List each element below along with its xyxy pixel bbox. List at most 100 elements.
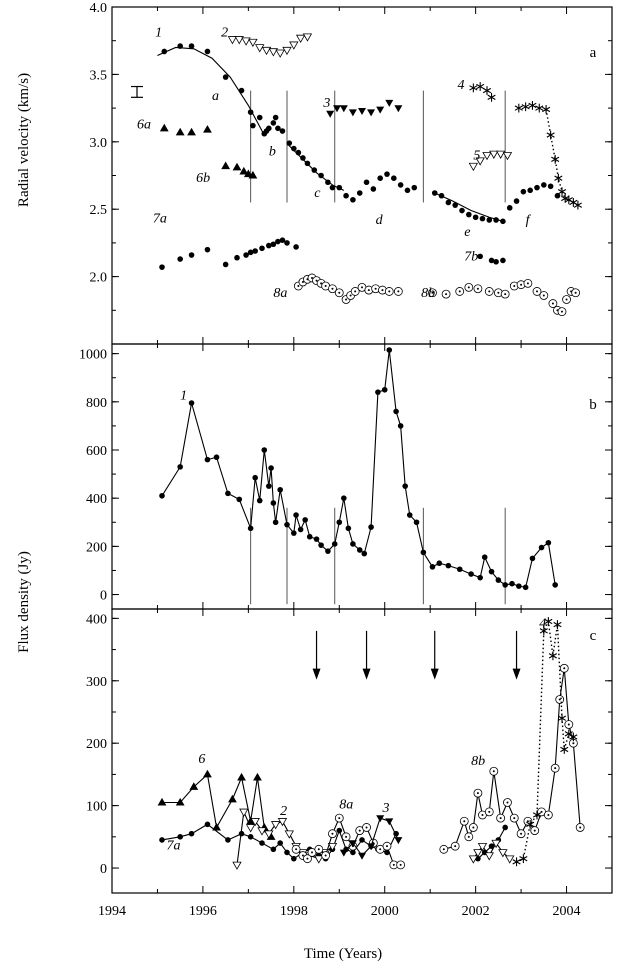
- data-point: [571, 288, 581, 298]
- data-point: [325, 548, 331, 554]
- data-point: [529, 555, 536, 562]
- data-point: [188, 400, 195, 406]
- data-point: [560, 745, 569, 754]
- data-point: [370, 186, 377, 192]
- data-point: [289, 41, 299, 50]
- marker-center: [331, 832, 334, 835]
- marker-center: [345, 835, 348, 838]
- marker-center: [526, 282, 529, 285]
- data-point: [472, 214, 479, 221]
- series-label: 4: [539, 617, 546, 632]
- data-point: [275, 238, 281, 245]
- asterisk-stroke: [528, 102, 537, 109]
- data-point: [321, 851, 331, 860]
- data-point: [259, 840, 265, 846]
- data-point: [159, 123, 169, 132]
- data-point: [204, 456, 211, 463]
- data-point: [385, 99, 394, 107]
- data-point: [441, 289, 451, 299]
- series-label: 1: [180, 388, 187, 403]
- marker-center: [297, 285, 300, 288]
- data-point: [302, 33, 313, 42]
- data-point: [557, 713, 567, 723]
- data-point: [545, 539, 552, 546]
- data-point: [247, 834, 254, 840]
- marker-center: [536, 290, 538, 293]
- data-point: [250, 818, 260, 827]
- data-point: [375, 844, 385, 854]
- data-point: [428, 288, 437, 298]
- data-point: [222, 74, 229, 80]
- panel-c: 0 100 200 300 400 1994 1996 1998 2000 2002 2004 6 7a…: [86, 608, 613, 962]
- series-c: [286, 140, 336, 191]
- data-point: [382, 841, 392, 851]
- asterisk-stroke: [476, 83, 485, 90]
- marker-center: [558, 698, 561, 701]
- marker-center: [467, 835, 470, 838]
- asterisk-stroke: [514, 105, 523, 111]
- series-e: [431, 190, 506, 225]
- data-point: [477, 253, 483, 260]
- panel-b-y-axis-label: Flux density (Jy): [16, 551, 32, 653]
- marker-center: [295, 848, 298, 851]
- data-point: [516, 829, 526, 839]
- marker-center: [454, 845, 457, 848]
- marker-center: [397, 290, 400, 293]
- asterisk-stroke: [542, 106, 551, 113]
- data-point: [502, 824, 508, 831]
- series-label: c: [314, 186, 321, 201]
- marker-center: [311, 276, 313, 279]
- data-point: [477, 574, 483, 581]
- data-point: [204, 48, 211, 55]
- data-point: [313, 536, 320, 542]
- marker-center: [320, 282, 323, 285]
- data-point: [247, 109, 254, 115]
- data-point: [270, 500, 277, 506]
- data-point: [542, 105, 551, 114]
- series-label: 3: [381, 801, 389, 816]
- marker-center: [551, 302, 554, 305]
- data-point: [291, 855, 297, 862]
- data-point: [336, 827, 343, 834]
- x-tick-label: 2002: [462, 904, 490, 919]
- data-point: [334, 813, 344, 823]
- marker-center: [565, 298, 568, 301]
- data-point: [177, 256, 183, 262]
- series-label: 8a: [273, 286, 287, 301]
- data-point: [534, 184, 540, 191]
- data-point: [402, 483, 408, 489]
- data-point: [261, 130, 268, 137]
- data-point: [551, 154, 560, 164]
- marker-center: [540, 810, 543, 813]
- data-point: [277, 818, 288, 827]
- data-point: [268, 465, 274, 471]
- data-point: [328, 829, 337, 839]
- data-point: [445, 562, 452, 569]
- data-point: [521, 102, 530, 112]
- data-point: [248, 170, 258, 179]
- data-point: [266, 125, 272, 132]
- data-point: [575, 823, 585, 832]
- data-point: [438, 192, 445, 199]
- data-point: [295, 34, 306, 44]
- asterisk-stroke: [548, 653, 557, 659]
- marker-center: [306, 857, 309, 860]
- series-7b: [477, 253, 506, 265]
- data-point: [439, 844, 449, 854]
- data-point: [516, 583, 522, 589]
- marker-center: [467, 286, 470, 289]
- data-point: [376, 106, 385, 114]
- asterisk-stroke: [532, 812, 542, 818]
- data-point: [302, 517, 308, 523]
- panel-a-letter: a: [590, 45, 597, 61]
- data-point: [436, 560, 443, 567]
- data-point: [341, 495, 347, 501]
- x-tick-label: 1998: [280, 904, 308, 919]
- data-point: [544, 617, 553, 626]
- x-tick-label: 1996: [189, 904, 217, 919]
- marker-center: [392, 863, 395, 866]
- marker-center: [301, 280, 304, 283]
- data-point: [270, 846, 277, 853]
- data-point: [314, 844, 324, 854]
- data-point: [327, 842, 338, 852]
